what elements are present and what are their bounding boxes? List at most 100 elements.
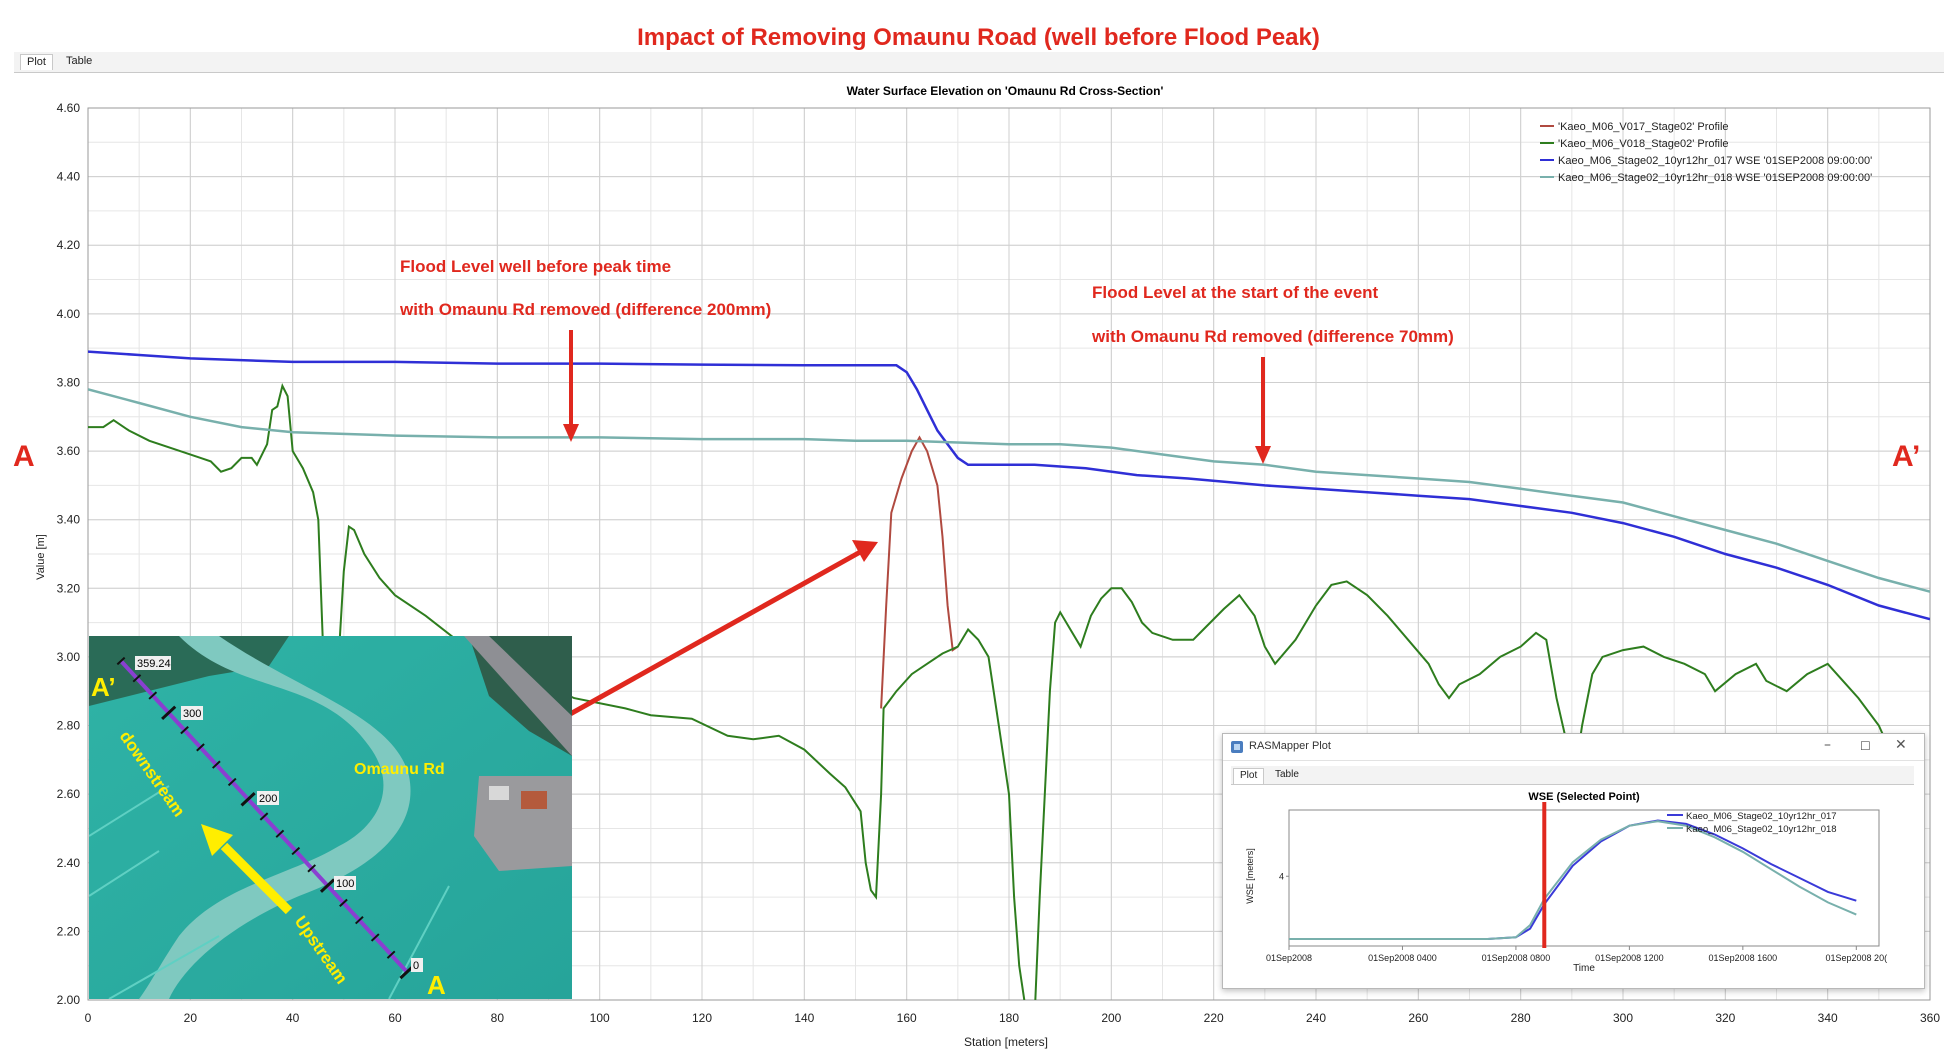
annotation-left-line1: Flood Level well before peak time xyxy=(400,257,671,276)
map-label-100: 100 xyxy=(336,878,354,890)
x-tick-label: 160 xyxy=(897,1011,917,1025)
series-line-4 xyxy=(88,388,1930,593)
x-tick-label: 180 xyxy=(999,1011,1019,1025)
section-tick xyxy=(370,933,380,942)
y-tick-label: 2.00 xyxy=(57,993,81,1007)
y-tick-label: 3.00 xyxy=(57,650,81,664)
inset-axes: 01Sep2008 01Sep2008 0400 01Sep2008 0800 01S… xyxy=(1266,809,1888,963)
map-label-0: 0 xyxy=(413,960,419,972)
section-tick xyxy=(227,777,237,787)
tab-table[interactable]: Table xyxy=(66,55,93,67)
minimize-icon[interactable]: – xyxy=(1824,737,1831,753)
y-tick-label: 3.80 xyxy=(57,375,81,389)
y-tick-label: 4.60 xyxy=(57,101,81,115)
x-tick-label: 280 xyxy=(1511,1011,1531,1025)
annotation-right-line2: with Omaunu Rd removed (difference 70mm) xyxy=(1091,327,1454,346)
y-tick-label: 3.40 xyxy=(57,513,81,527)
annotation-right: Flood Level at the start of the event wi… xyxy=(1091,283,1454,346)
chart-legend: 'Kaeo_M06_V017_Stage02' Profile 'Kaeo_M06… xyxy=(1540,121,1872,184)
section-tick xyxy=(180,725,189,735)
section-tick xyxy=(319,878,336,893)
legend-label: Kaeo_M06_Stage02_10yr12hr_018 WSE '01SEP… xyxy=(1558,172,1872,184)
map-river xyxy=(139,636,411,999)
inset-x-tick-label: 01Sep2008 xyxy=(1266,953,1312,963)
x-tick-label: 200 xyxy=(1101,1011,1121,1025)
window-titlebar[interactable]: RASMapper Plot – ☐ ✕ xyxy=(1223,734,1924,761)
x-tick-label: 240 xyxy=(1306,1011,1326,1025)
map-building xyxy=(521,791,547,809)
map-point-a: A xyxy=(427,970,446,999)
section-tick xyxy=(291,846,301,856)
wse-chart: WSE (Selected Point) 01Sep2008 01Sep2008 … xyxy=(1245,791,1888,974)
chart-title: Water Surface Elevation on 'Omaunu Rd Cr… xyxy=(847,84,1164,98)
aerial-map-inset: 359.24 300 200 100 0 Omaunu Rd downstrea… xyxy=(89,636,572,999)
x-tick-label: 20 xyxy=(184,1011,198,1025)
y-tick-label: 2.20 xyxy=(57,924,81,938)
inset-y-tick-label: 4 xyxy=(1279,871,1284,881)
section-tick xyxy=(275,829,285,838)
x-tick-label: 140 xyxy=(794,1011,814,1025)
map-field-lines xyxy=(89,785,450,999)
x-tick-label: 80 xyxy=(491,1011,505,1025)
tab-plot[interactable]: Plot xyxy=(20,54,53,70)
map-road-label: Omaunu Rd xyxy=(354,761,445,778)
x-tick-label: 360 xyxy=(1920,1011,1940,1025)
maximize-icon[interactable]: ☐ xyxy=(1860,739,1871,753)
marker-a: A xyxy=(13,440,35,473)
annotation-arrows xyxy=(468,330,1271,773)
inset-tab-plot[interactable]: Plot xyxy=(1233,768,1265,784)
x-tick-label: 60 xyxy=(388,1011,402,1025)
section-tick xyxy=(212,760,221,769)
marker-a-prime: A’ xyxy=(1892,440,1920,473)
inset-tab-table[interactable]: Table xyxy=(1275,769,1299,780)
inset-legend: Kaeo_M06_Stage02_10yr12hr_017 Kaeo_M06_St… xyxy=(1667,811,1837,835)
section-tick xyxy=(339,898,348,908)
app-icon xyxy=(1231,741,1243,753)
inset-x-tick-label: 01Sep2008 0400 xyxy=(1368,953,1437,963)
section-tick xyxy=(148,691,158,700)
arrow-left-head xyxy=(563,424,579,442)
annotation-left-line2: with Omaunu Rd removed (difference 200mm… xyxy=(399,300,771,319)
y-tick-label: 3.60 xyxy=(57,444,81,458)
section-tick xyxy=(132,674,142,683)
map-flow-arrow xyxy=(201,824,293,915)
map-building-2 xyxy=(489,786,509,800)
series-line-1 xyxy=(880,435,959,709)
section-tick xyxy=(240,792,256,807)
rasmapper-plot-window: RASMapper Plot – ☐ ✕ Plot Table WSE (Sel… xyxy=(1222,733,1925,989)
map-label-359: 359.24 xyxy=(137,658,171,670)
x-tick-label: 260 xyxy=(1408,1011,1428,1025)
map-label-300: 300 xyxy=(183,708,201,720)
inset-x-tick-label: 01Sep2008 20( xyxy=(1826,953,1888,963)
x-tick-label: 120 xyxy=(692,1011,712,1025)
map-section-line xyxy=(116,656,415,980)
inset-x-label: Time xyxy=(1573,963,1595,974)
inset-x-tick-label: 01Sep2008 1200 xyxy=(1595,953,1664,963)
inset-y-label: WSE [meters] xyxy=(1245,848,1255,904)
legend-label: Kaeo_M06_Stage02_10yr12hr_017 WSE '01SEP… xyxy=(1558,155,1872,167)
inset-legend-label: Kaeo_M06_Stage02_10yr12hr_018 xyxy=(1686,824,1837,835)
y-tick-label: 4.40 xyxy=(57,170,81,184)
close-icon[interactable]: ✕ xyxy=(1895,737,1907,753)
y-tick-label: 3.20 xyxy=(57,581,81,595)
inset-x-tick-label: 01Sep2008 1600 xyxy=(1709,953,1778,963)
x-tick-label: 0 xyxy=(85,1011,92,1025)
series-line-3 xyxy=(88,350,1930,621)
chart-axes: 0 20 40 60 80 100 120 140 160 180 200 220 240 260 280 3… xyxy=(57,101,1941,1025)
map-point-a-prime: A’ xyxy=(91,672,116,702)
inset-chart-title: WSE (Selected Point) xyxy=(1528,791,1640,803)
y-tick-label: 4.20 xyxy=(57,238,81,252)
annotation-left: Flood Level well before peak time with O… xyxy=(399,257,771,319)
y-tick-label: 4.00 xyxy=(57,307,81,321)
map-road-gravel xyxy=(464,636,572,756)
x-tick-label: 320 xyxy=(1715,1011,1735,1025)
inset-series xyxy=(1289,802,1857,948)
inset-legend-label: Kaeo_M06_Stage02_10yr12hr_017 xyxy=(1686,811,1837,822)
tab-bar: Plot Table xyxy=(14,52,1944,73)
arrow-right-head xyxy=(1255,446,1271,464)
x-tick-label: 340 xyxy=(1818,1011,1838,1025)
x-tick-label: 100 xyxy=(590,1011,610,1025)
inset-x-tick-label: 01Sep2008 0800 xyxy=(1482,953,1551,963)
